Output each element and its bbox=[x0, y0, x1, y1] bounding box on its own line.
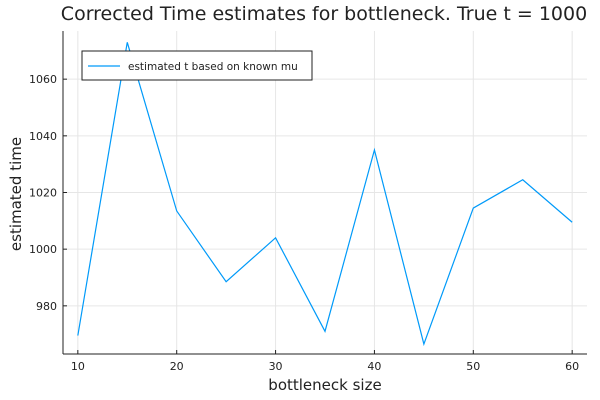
x-tick-label: 20 bbox=[170, 360, 184, 373]
y-axis-label: estimated time bbox=[7, 137, 25, 251]
x-tick-label: 40 bbox=[367, 360, 381, 373]
legend: estimated t based on known mu bbox=[81, 50, 313, 81]
x-tick-label: 60 bbox=[565, 360, 579, 373]
x-tick-label: 30 bbox=[269, 360, 283, 373]
y-tick-label: 1040 bbox=[29, 130, 57, 143]
chart-title: Corrected Time estimates for bottleneck.… bbox=[61, 3, 587, 25]
series-group bbox=[77, 42, 573, 347]
y-tick-label: 980 bbox=[36, 300, 57, 313]
y-tick-label: 1000 bbox=[29, 243, 57, 256]
x-tick-label: 50 bbox=[466, 360, 480, 373]
legend-box bbox=[81, 50, 313, 81]
y-tick-label: 1020 bbox=[29, 187, 57, 200]
axes bbox=[62, 31, 587, 355]
x-axis-label: bottleneck size bbox=[268, 376, 381, 394]
series-line bbox=[77, 42, 573, 347]
y-tick-label: 1060 bbox=[29, 73, 57, 86]
legend-label: estimated t based on known mu bbox=[128, 61, 298, 73]
x-tick-label: 10 bbox=[71, 360, 85, 373]
